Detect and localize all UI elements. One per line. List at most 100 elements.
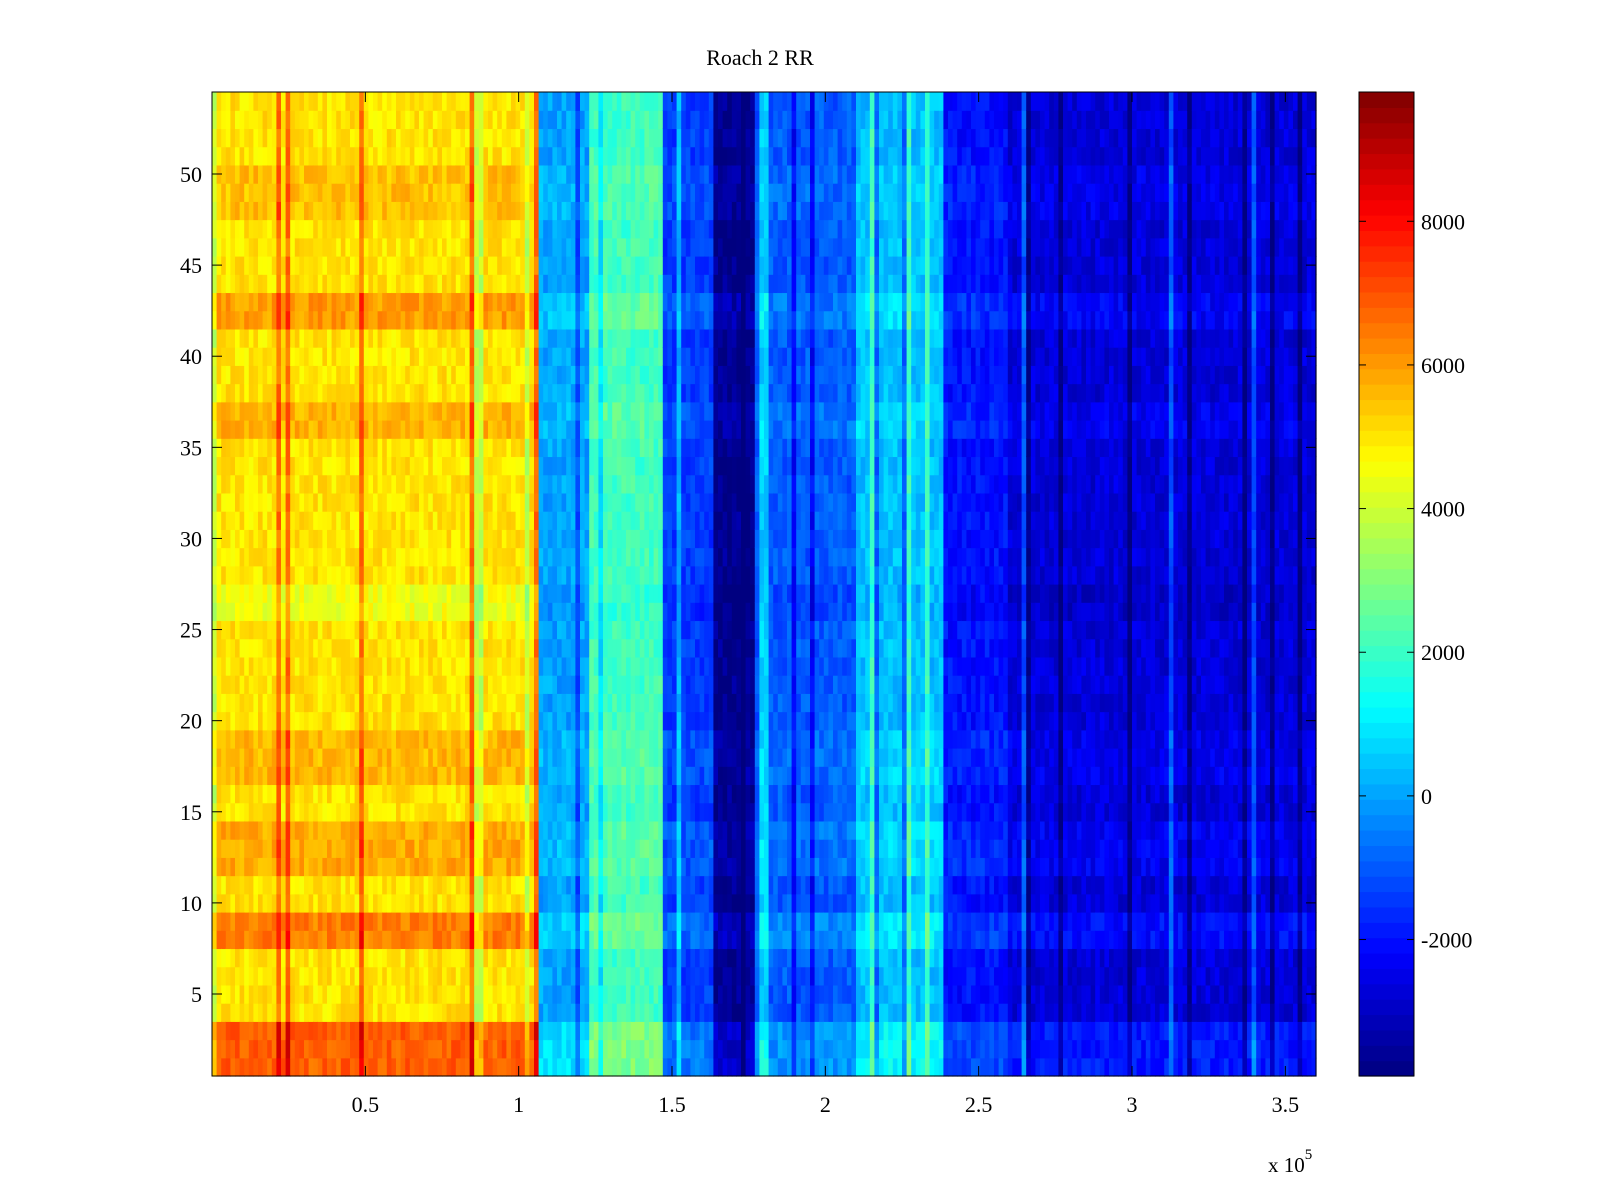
heatmap-cell xyxy=(244,547,250,567)
heatmap-cell xyxy=(612,602,618,622)
heatmap-cell xyxy=(377,656,383,676)
heatmap-cell xyxy=(524,912,530,931)
heatmap-cell xyxy=(455,547,461,567)
heatmap-cell xyxy=(285,347,291,366)
heatmap-cell xyxy=(377,547,383,567)
heatmap-cell xyxy=(230,256,236,275)
heatmap-cell xyxy=(304,930,310,950)
heatmap-cell xyxy=(317,748,323,767)
heatmap-cell xyxy=(350,438,356,458)
heatmap-cell xyxy=(340,164,346,184)
heatmap-cell xyxy=(271,110,277,130)
heatmap-cell xyxy=(570,1057,576,1077)
heatmap-cell xyxy=(225,201,231,221)
heatmap-cell xyxy=(547,784,553,804)
heatmap-cell xyxy=(382,930,388,950)
heatmap-cell xyxy=(304,164,310,184)
heatmap-cell xyxy=(437,420,443,439)
heatmap-cell xyxy=(478,328,484,348)
heatmap-cell xyxy=(253,237,259,257)
heatmap-cell xyxy=(391,201,397,221)
heatmap-cell xyxy=(405,693,411,713)
heatmap-cell xyxy=(248,365,254,385)
heatmap-cell xyxy=(276,292,282,312)
heatmap-cell xyxy=(529,219,535,239)
heatmap-cell xyxy=(442,201,448,221)
heatmap-cell xyxy=(253,839,259,858)
heatmap-cell xyxy=(340,237,346,257)
heatmap-cell xyxy=(253,420,259,439)
heatmap-cell xyxy=(327,365,333,385)
heatmap-cell xyxy=(285,948,291,968)
heatmap-cell xyxy=(304,638,310,658)
heatmap-cell xyxy=(258,219,264,239)
heatmap-cell xyxy=(281,547,287,567)
heatmap-cell xyxy=(442,292,448,312)
heatmap-cell xyxy=(285,711,291,731)
heatmap-cell xyxy=(400,347,406,366)
heatmap-cell xyxy=(465,802,471,822)
heatmap-cell xyxy=(253,1057,259,1077)
heatmap-cell xyxy=(276,274,282,294)
heatmap-cell xyxy=(451,474,457,494)
heatmap-cell xyxy=(511,438,517,458)
heatmap-cell xyxy=(483,146,489,166)
heatmap-cell xyxy=(603,92,609,111)
heatmap-cell xyxy=(460,1039,466,1059)
heatmap-cell xyxy=(566,474,572,494)
heatmap-cell xyxy=(308,365,314,385)
heatmap-cell xyxy=(455,365,461,385)
heatmap-cell xyxy=(497,820,503,840)
heatmap-cell xyxy=(377,438,383,458)
heatmap-cell xyxy=(524,966,530,986)
heatmap-cell xyxy=(267,201,273,221)
heatmap-cell xyxy=(552,347,558,366)
heatmap-cell xyxy=(488,875,494,895)
heatmap-cell xyxy=(276,930,282,950)
heatmap-cell xyxy=(570,893,576,913)
heatmap-cell xyxy=(511,474,517,494)
heatmap-cell xyxy=(501,912,507,931)
heatmap-cell xyxy=(515,766,521,786)
heatmap-cell xyxy=(363,584,369,603)
heatmap-cell xyxy=(225,401,231,421)
heatmap-cell xyxy=(253,201,259,221)
heatmap-cell xyxy=(230,912,236,931)
heatmap-cell xyxy=(327,1021,333,1041)
heatmap-cell xyxy=(428,420,434,439)
heatmap-cell xyxy=(492,802,498,822)
heatmap-cell xyxy=(442,839,448,858)
heatmap-cell xyxy=(465,1039,471,1059)
heatmap-cell xyxy=(350,292,356,312)
heatmap-cell xyxy=(313,492,319,512)
heatmap-cell xyxy=(345,948,351,968)
heatmap-cell xyxy=(543,602,549,622)
heatmap-cell xyxy=(598,274,604,294)
heatmap-cell xyxy=(248,492,254,512)
heatmap-cell xyxy=(386,656,392,676)
heatmap-cell xyxy=(327,784,333,804)
heatmap-cell xyxy=(244,474,250,494)
heatmap-cell xyxy=(313,511,319,530)
heatmap-cell xyxy=(340,529,346,549)
heatmap-cell xyxy=(308,511,314,530)
heatmap-cell xyxy=(294,638,300,658)
heatmap-cell xyxy=(258,92,264,111)
heatmap-cell xyxy=(442,766,448,786)
heatmap-cell xyxy=(488,164,494,184)
heatmap-cell xyxy=(423,602,429,622)
heatmap-cell xyxy=(290,675,296,694)
heatmap-cell xyxy=(258,584,264,603)
heatmap-cell xyxy=(262,802,268,822)
heatmap-cell xyxy=(570,729,576,749)
heatmap-cell xyxy=(423,966,429,986)
heatmap-cell xyxy=(281,511,287,530)
heatmap-cell xyxy=(359,292,365,312)
heatmap-cell xyxy=(529,930,535,950)
heatmap-cell xyxy=(506,347,512,366)
heatmap-cell xyxy=(276,1003,282,1022)
heatmap-cell xyxy=(345,401,351,421)
heatmap-cell xyxy=(478,456,484,476)
heatmap-cell xyxy=(345,875,351,895)
heatmap-cell xyxy=(244,347,250,366)
